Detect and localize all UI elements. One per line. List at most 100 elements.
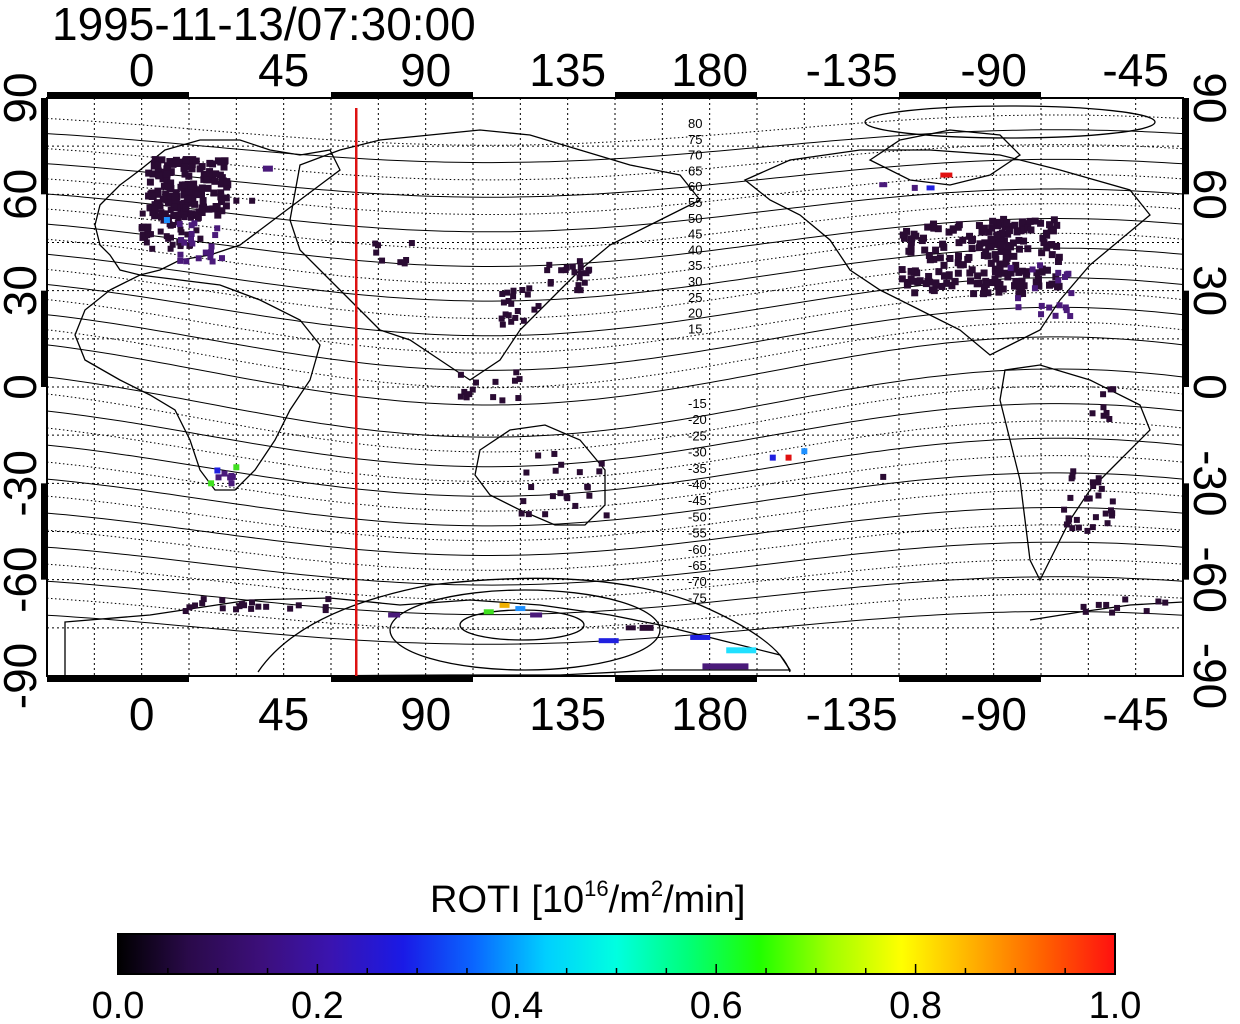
roti-point (1002, 253, 1010, 261)
roti-point (164, 199, 172, 207)
longitude-label: 90 (400, 688, 451, 740)
roti-point (577, 270, 584, 277)
roti-point (1055, 282, 1063, 290)
roti-point (785, 454, 792, 461)
roti-point (222, 194, 230, 202)
roti-point (955, 221, 963, 229)
roti-point (181, 170, 189, 178)
roti-point (149, 210, 156, 217)
roti-point (879, 182, 888, 188)
roti-point (185, 187, 193, 195)
longitude-label: 45 (258, 44, 309, 96)
roti-point (1013, 228, 1021, 236)
roti-point (169, 241, 176, 248)
roti-point (926, 185, 935, 191)
maglat-label: -55 (688, 526, 707, 541)
roti-point (218, 207, 226, 215)
roti-point (982, 280, 990, 288)
roti-point (1104, 520, 1111, 527)
roti-point (177, 257, 184, 264)
roti-point (217, 189, 225, 197)
roti-point (192, 602, 199, 609)
roti-point (176, 221, 183, 228)
maglat-contour (46, 129, 1184, 164)
roti-point (461, 388, 468, 395)
roti-point (987, 243, 995, 251)
roti-point (987, 236, 995, 244)
roti-point (1089, 410, 1096, 417)
roti-point (558, 267, 565, 274)
roti-point (1055, 253, 1063, 261)
roti-point (1015, 245, 1023, 253)
roti-point (214, 225, 221, 232)
roti-point (907, 267, 915, 275)
roti-point (187, 214, 194, 221)
longitude-label: 180 (671, 44, 748, 96)
maglat-contour (46, 593, 1184, 630)
roti-point (181, 163, 189, 171)
roti-point (180, 191, 188, 199)
roti-point (940, 172, 953, 178)
roti-point (163, 217, 170, 224)
roti-point (690, 634, 711, 640)
roti-point (151, 201, 159, 209)
roti-point (978, 228, 986, 236)
longitude-label: 135 (529, 688, 606, 740)
roti-point (586, 266, 593, 273)
maglat-label: -20 (688, 412, 707, 427)
roti-point (1143, 608, 1150, 615)
graticule-grid (47, 98, 1183, 676)
roti-point (511, 377, 518, 384)
roti-point (1005, 227, 1013, 235)
roti-point (535, 452, 542, 459)
roti-point (492, 378, 499, 385)
roti-point (182, 608, 189, 615)
roti-point (974, 272, 982, 280)
colorbar-title-suffix: /min] (663, 879, 745, 921)
roti-point (1065, 270, 1072, 277)
roti-point (171, 203, 178, 210)
africa-outline (74, 274, 321, 491)
roti-point (176, 211, 184, 219)
roti-point (163, 170, 171, 178)
roti-point (992, 255, 1000, 263)
roti-point (220, 163, 228, 171)
latitude-label: 90 (1184, 72, 1236, 123)
latitude-label: 90 (0, 72, 46, 123)
roti-point (1015, 290, 1023, 298)
roti-point (576, 469, 583, 476)
roti-point (184, 231, 191, 238)
roti-point (911, 289, 919, 297)
roti-point (922, 280, 930, 288)
maglat-label: -25 (688, 428, 707, 443)
roti-point (180, 208, 188, 216)
roti-point (898, 266, 906, 274)
roti-point (287, 605, 294, 612)
roti-point (899, 231, 907, 239)
roti-point (1011, 265, 1019, 273)
maglat-contour (46, 336, 1184, 406)
axis-bar-top (615, 92, 757, 98)
roti-point (158, 209, 165, 216)
roti-point (979, 290, 987, 298)
roti-point (1067, 313, 1074, 320)
colorbar-label: 0.6 (690, 985, 743, 1024)
maglat-contour (46, 306, 1184, 371)
roti-point (1063, 521, 1070, 528)
colorbar-title-sup1: 16 (584, 876, 608, 901)
roti-point (505, 312, 512, 319)
roti-point (997, 241, 1005, 249)
colorbar-gradient (117, 933, 1116, 975)
maglat-label: 70 (688, 148, 702, 163)
roti-point (1003, 219, 1011, 227)
roti-point (500, 299, 507, 306)
roti-point (498, 315, 505, 322)
roti-point (379, 257, 386, 264)
roti-point (1095, 475, 1102, 482)
roti-point (1080, 603, 1087, 610)
roti-point (563, 493, 570, 500)
roti-point (976, 240, 984, 248)
roti-point (388, 612, 401, 618)
roti-point (913, 269, 921, 277)
